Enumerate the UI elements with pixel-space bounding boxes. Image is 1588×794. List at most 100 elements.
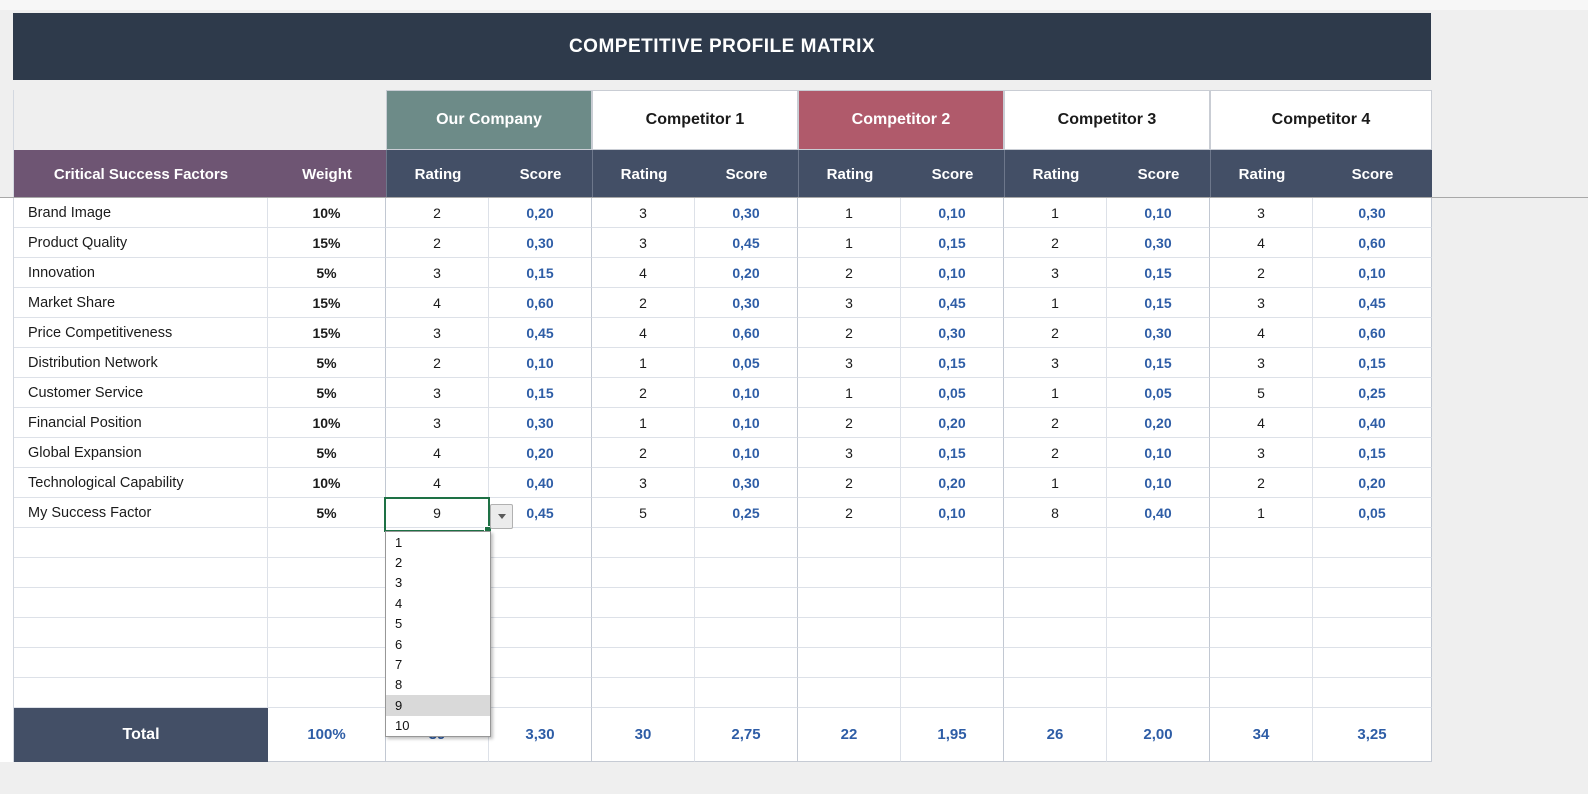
rating-cell[interactable]: 2 — [798, 408, 901, 438]
empty-cell[interactable] — [901, 648, 1004, 678]
rating-cell[interactable]: 4 — [386, 288, 489, 318]
score-cell[interactable]: 0,45 — [489, 318, 592, 348]
column-header-rating-competitor-1[interactable]: Rating — [592, 150, 695, 198]
score-cell[interactable]: 0,20 — [901, 468, 1004, 498]
weight-cell[interactable]: 10% — [268, 408, 386, 438]
rating-cell[interactable]: 2 — [1004, 228, 1107, 258]
empty-cell[interactable] — [1107, 678, 1210, 708]
rating-cell[interactable]: 2 — [798, 468, 901, 498]
weight-cell[interactable]: 10% — [268, 198, 386, 228]
dropdown-option-5[interactable]: 5 — [395, 616, 403, 632]
empty-cell[interactable] — [268, 558, 386, 588]
factor-cell[interactable]: Product Quality — [14, 228, 268, 258]
rating-cell[interactable]: 1 — [1004, 288, 1107, 318]
empty-cell[interactable] — [798, 528, 901, 558]
empty-cell[interactable] — [592, 648, 695, 678]
rating-cell[interactable]: 3 — [1004, 348, 1107, 378]
factor-cell[interactable]: Distribution Network — [14, 348, 268, 378]
score-cell[interactable]: 0,30 — [695, 288, 798, 318]
empty-cell[interactable] — [1313, 558, 1432, 588]
score-cell[interactable]: 0,10 — [901, 258, 1004, 288]
rating-cell[interactable]: 2 — [1004, 318, 1107, 348]
empty-cell[interactable] — [592, 678, 695, 708]
rating-cell[interactable]: 1 — [798, 198, 901, 228]
score-cell[interactable]: 0,15 — [901, 228, 1004, 258]
empty-cell[interactable] — [1313, 648, 1432, 678]
empty-cell[interactable] — [1107, 528, 1210, 558]
selected-rating-cell[interactable]: 9 — [386, 498, 489, 528]
company-header-competitor-1[interactable]: Competitor 1 — [592, 90, 798, 150]
score-cell[interactable]: 0,20 — [1313, 468, 1432, 498]
score-cell[interactable]: 0,05 — [1313, 498, 1432, 528]
empty-cell[interactable] — [489, 648, 592, 678]
rating-cell[interactable]: 1 — [1210, 498, 1313, 528]
score-cell[interactable]: 0,20 — [901, 408, 1004, 438]
rating-cell[interactable]: 2 — [592, 378, 695, 408]
rating-cell[interactable]: 4 — [1210, 318, 1313, 348]
empty-cell[interactable] — [1313, 588, 1432, 618]
empty-cell[interactable] — [1313, 618, 1432, 648]
dropdown-option-6[interactable]: 6 — [395, 636, 403, 652]
score-cell[interactable]: 0,30 — [1107, 228, 1210, 258]
empty-cell[interactable] — [1004, 528, 1107, 558]
rating-cell[interactable]: 4 — [592, 258, 695, 288]
weight-cell[interactable]: 5% — [268, 378, 386, 408]
rating-cell[interactable]: 1 — [1004, 378, 1107, 408]
score-cell[interactable]: 0,15 — [1107, 348, 1210, 378]
rating-cell[interactable]: 3 — [798, 348, 901, 378]
empty-cell[interactable] — [1004, 648, 1107, 678]
empty-cell[interactable] — [268, 588, 386, 618]
rating-cell[interactable]: 4 — [592, 318, 695, 348]
empty-cell[interactable] — [1107, 648, 1210, 678]
score-cell[interactable]: 0,20 — [489, 198, 592, 228]
rating-cell[interactable]: 1 — [798, 378, 901, 408]
rating-cell[interactable]: 2 — [798, 258, 901, 288]
total-cell[interactable]: 2,00 — [1107, 708, 1210, 762]
empty-cell[interactable] — [695, 648, 798, 678]
score-cell[interactable]: 0,45 — [1313, 288, 1432, 318]
empty-cell[interactable] — [901, 618, 1004, 648]
score-cell[interactable]: 0,10 — [901, 498, 1004, 528]
rating-cell[interactable]: 8 — [1004, 498, 1107, 528]
dropdown-option-8[interactable]: 8 — [395, 677, 403, 693]
score-cell[interactable]: 0,10 — [1107, 198, 1210, 228]
empty-cell[interactable] — [1313, 678, 1432, 708]
column-header-rating-competitor-3[interactable]: Rating — [1004, 150, 1107, 198]
empty-cell[interactable] — [1210, 678, 1313, 708]
score-cell[interactable]: 0,60 — [1313, 228, 1432, 258]
empty-cell[interactable] — [1210, 528, 1313, 558]
total-cell[interactable]: 3,25 — [1313, 708, 1432, 762]
score-cell[interactable]: 0,10 — [695, 378, 798, 408]
empty-cell[interactable] — [489, 618, 592, 648]
rating-cell[interactable]: 2 — [1004, 408, 1107, 438]
empty-cell[interactable] — [1107, 588, 1210, 618]
empty-cell[interactable] — [14, 588, 268, 618]
empty-cell[interactable] — [901, 678, 1004, 708]
rating-cell[interactable]: 3 — [1210, 288, 1313, 318]
rating-cell[interactable]: 2 — [592, 288, 695, 318]
score-cell[interactable]: 0,60 — [1313, 318, 1432, 348]
empty-cell[interactable] — [695, 528, 798, 558]
factor-cell[interactable]: Market Share — [14, 288, 268, 318]
total-label[interactable]: Total — [14, 708, 268, 762]
rating-cell[interactable]: 3 — [1210, 438, 1313, 468]
rating-cell[interactable]: 3 — [1004, 258, 1107, 288]
empty-cell[interactable] — [901, 588, 1004, 618]
empty-cell[interactable] — [268, 618, 386, 648]
factor-cell[interactable]: My Success Factor — [14, 498, 268, 528]
rating-cell[interactable]: 3 — [386, 258, 489, 288]
score-cell[interactable]: 0,15 — [489, 378, 592, 408]
empty-cell[interactable] — [489, 528, 592, 558]
empty-cell[interactable] — [1107, 618, 1210, 648]
score-cell[interactable]: 0,40 — [489, 468, 592, 498]
dropdown-option-2[interactable]: 2 — [395, 555, 403, 571]
rating-cell[interactable]: 1 — [592, 408, 695, 438]
score-cell[interactable]: 0,15 — [1313, 438, 1432, 468]
total-cell[interactable]: 26 — [1004, 708, 1107, 762]
score-cell[interactable]: 0,30 — [695, 468, 798, 498]
empty-cell[interactable] — [901, 528, 1004, 558]
empty-cell[interactable] — [1004, 558, 1107, 588]
rating-cell[interactable]: 3 — [798, 438, 901, 468]
rating-cell[interactable]: 2 — [1210, 468, 1313, 498]
score-cell[interactable]: 0,40 — [1313, 408, 1432, 438]
